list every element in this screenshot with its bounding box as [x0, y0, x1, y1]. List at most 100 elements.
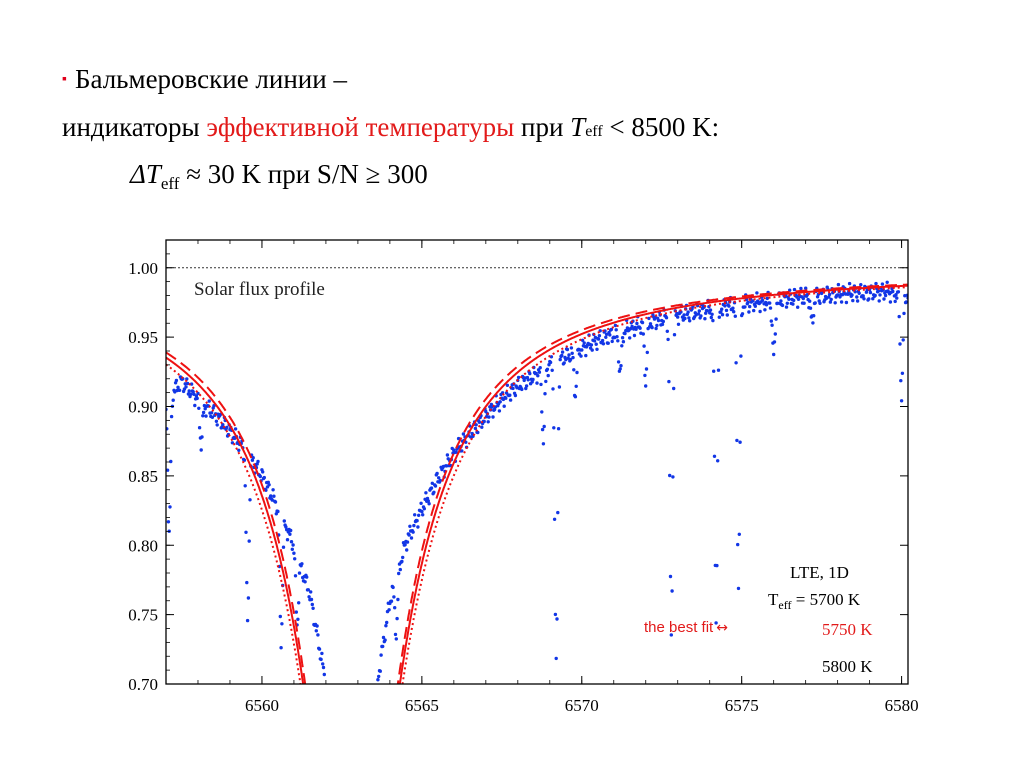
observed-point [643, 373, 647, 378]
observed-point [791, 302, 795, 306]
x-tick-label: 6570 [565, 696, 599, 715]
observed-point [632, 333, 637, 338]
observed-point [747, 310, 751, 314]
observed-point [712, 454, 717, 458]
observed-point [686, 310, 690, 314]
y-tick-label: 0.75 [128, 606, 158, 625]
legend-teff-sub: eff [778, 598, 792, 612]
observed-point [650, 325, 654, 330]
observed-point [279, 646, 283, 650]
observed-point [647, 316, 651, 321]
observed-point [214, 419, 219, 423]
observed-point [427, 502, 431, 506]
observed-point [811, 321, 815, 325]
legend-header: LTE, 1D [790, 563, 849, 582]
observed-point [565, 347, 570, 352]
line3-rest: ≈ 30 K при S/N ≥ 300 [179, 159, 428, 189]
observed-point [780, 303, 785, 308]
observed-point [618, 367, 622, 371]
observed-point [288, 532, 292, 536]
observed-point [393, 632, 398, 637]
observed-point [310, 602, 314, 607]
legend-teff-T: T [768, 590, 779, 609]
observed-point [724, 308, 729, 313]
observed-point [764, 303, 769, 307]
observed-point [740, 312, 745, 316]
observed-point [829, 297, 833, 302]
observed-point [899, 379, 903, 383]
observed-point [508, 393, 512, 397]
observed-point [847, 281, 852, 286]
observed-point [620, 344, 624, 348]
observed-point [193, 403, 197, 408]
observed-point [743, 305, 747, 309]
observed-point [703, 317, 707, 321]
observed-point [660, 322, 665, 327]
observed-point [278, 614, 282, 619]
observed-point [727, 304, 731, 308]
observed-point [291, 543, 295, 547]
observed-point [504, 396, 508, 400]
observed-point [584, 353, 588, 358]
observed-point [251, 456, 255, 460]
observed-point [454, 450, 458, 454]
observed-point [644, 367, 649, 371]
observed-point [601, 342, 606, 346]
observed-point [616, 360, 621, 364]
observed-point [574, 384, 578, 388]
observed-point [315, 624, 319, 628]
observed-point [772, 352, 776, 357]
observed-point [669, 633, 673, 637]
observed-point [615, 335, 619, 339]
observed-point [314, 629, 318, 633]
observed-point [524, 384, 529, 388]
observed-point [319, 657, 323, 662]
observed-point [859, 283, 863, 287]
observed-point [876, 289, 881, 293]
observed-point [804, 286, 808, 290]
observed-point [723, 304, 727, 308]
observed-point [716, 368, 721, 372]
observed-point [560, 350, 565, 354]
observed-point [397, 571, 401, 576]
observed-point [558, 357, 562, 362]
x-tick-label: 6560 [245, 696, 279, 715]
observed-point [177, 388, 182, 392]
observed-point [712, 369, 716, 373]
observed-point [746, 300, 750, 304]
x-tick-label: 6575 [725, 696, 759, 715]
observed-point [604, 332, 609, 336]
observed-point [704, 311, 708, 315]
observed-point [552, 517, 557, 521]
observed-point [891, 289, 895, 294]
best-fit-text: the best fit [644, 619, 714, 636]
observed-point [536, 374, 540, 378]
observed-point [407, 533, 411, 537]
observed-point [768, 306, 773, 310]
observed-point [714, 621, 718, 625]
bullet-icon: ▪ [62, 72, 67, 87]
observed-point [385, 620, 389, 625]
observed-point [322, 672, 326, 677]
observed-point [818, 301, 822, 305]
observed-point [437, 476, 441, 480]
observed-point [638, 326, 642, 330]
observed-point [300, 562, 304, 566]
observed-point [868, 290, 873, 295]
observed-point [595, 347, 599, 351]
observed-point [516, 375, 521, 380]
observed-point [894, 293, 898, 297]
observed-point [524, 386, 528, 391]
observed-point [394, 637, 398, 641]
observed-point [169, 459, 173, 464]
observed-point [877, 299, 881, 303]
observed-point [409, 536, 414, 540]
observed-point [570, 351, 574, 355]
observed-point [613, 323, 618, 328]
observed-point [851, 298, 855, 303]
observed-point [292, 551, 296, 555]
observed-point [634, 327, 638, 331]
observed-point [575, 370, 579, 375]
observed-point [199, 448, 203, 452]
observed-point [835, 293, 840, 297]
